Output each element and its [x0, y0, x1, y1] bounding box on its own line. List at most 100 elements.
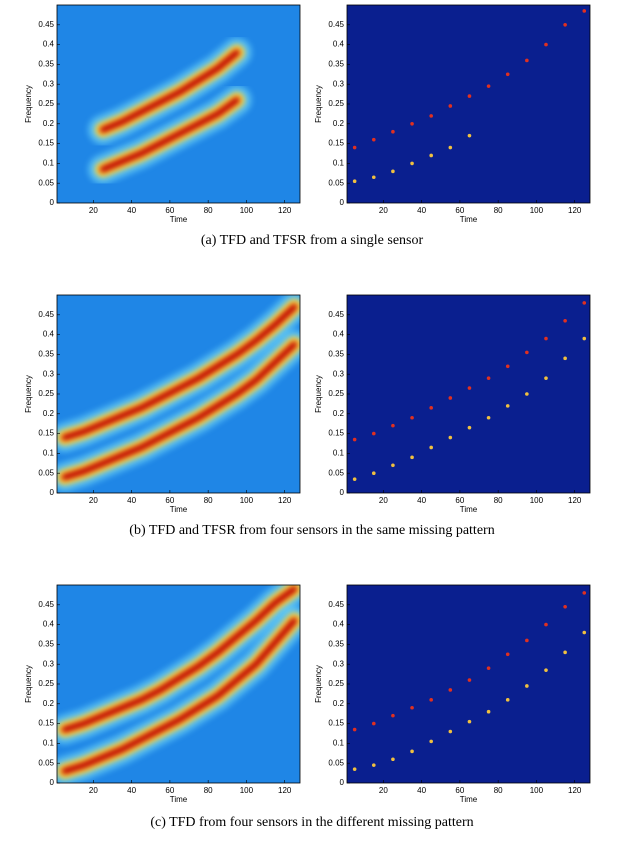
y-tick-label: 0.35 [328, 350, 344, 359]
ridge-point [429, 698, 433, 702]
y-tick-label: 0.05 [38, 758, 54, 767]
y-tick-label: 0.3 [43, 369, 55, 378]
x-tick-label: 20 [379, 496, 388, 505]
x-tick-label: 60 [165, 496, 174, 505]
ridge-point [429, 153, 433, 158]
y-tick-label: 0.05 [38, 468, 54, 477]
plot-background [347, 585, 590, 783]
y-axis-label: Frequency [24, 85, 33, 123]
ridge-point [410, 161, 414, 166]
x-tick-label: 100 [530, 206, 544, 215]
x-axis-label: Time [170, 215, 188, 224]
ridge-point [563, 356, 567, 361]
ridge-point [505, 652, 510, 657]
ridge-point [352, 477, 357, 481]
y-tick-label: 0.2 [43, 699, 55, 708]
ridge-point [486, 415, 491, 420]
x-axis-label: Time [170, 505, 188, 514]
y-tick-label: 0.1 [43, 449, 55, 458]
x-tick-label: 100 [240, 786, 254, 795]
x-tick-label: 120 [278, 496, 292, 505]
x-tick-label: 80 [204, 496, 213, 505]
panel: 20 40 60 80 100 120 0 0.05 0.1 0.15 0.2 0.25 0.3 0.35… [314, 294, 591, 514]
ridge-point [410, 122, 414, 126]
plot-background [347, 295, 590, 493]
x-tick-label: 80 [204, 206, 213, 215]
ridge-point [352, 437, 357, 442]
x-tick-label: 120 [568, 206, 582, 215]
ridge-point [429, 445, 433, 450]
x-axis-label: Time [170, 795, 188, 804]
ridge-point [410, 415, 414, 420]
ridge [99, 49, 241, 134]
y-tick-label: 0.4 [43, 40, 55, 49]
y-tick-label: 0.2 [43, 409, 55, 418]
y-tick-label: 0.15 [328, 429, 344, 438]
y-tick-label: 0.25 [328, 679, 344, 688]
x-tick-label: 60 [165, 206, 174, 215]
y-tick-label: 0.45 [38, 20, 54, 29]
plot-area [57, 585, 300, 783]
ridge-point [410, 705, 414, 710]
ridge-point [544, 668, 548, 672]
ridge-point [467, 133, 472, 138]
ridge-point [486, 84, 491, 88]
y-tick-label: 0.25 [38, 389, 54, 398]
ridge-point [582, 591, 587, 595]
y-tick-label: 0.2 [43, 119, 55, 128]
y-tick-label: 0.3 [43, 659, 55, 668]
y-tick-label: 0 [340, 778, 345, 787]
y-tick-label: 0.35 [38, 640, 54, 649]
y-tick-label: 0.1 [333, 739, 345, 748]
y-axis-label: Frequency [314, 85, 323, 123]
ridge-point [525, 350, 529, 355]
ridge-point [563, 604, 567, 609]
ridge-point [391, 757, 395, 762]
y-tick-label: 0.3 [333, 659, 345, 668]
y-tick-label: 0.15 [328, 719, 344, 728]
x-tick-label: 80 [494, 206, 503, 215]
ridge-point [352, 727, 357, 732]
ridge-point [582, 630, 587, 635]
plot-area [87, 37, 252, 185]
y-tick-label: 0.2 [333, 699, 345, 708]
ridge-point [486, 709, 491, 714]
x-tick-label: 60 [455, 206, 464, 215]
ridge-point [505, 72, 510, 77]
y-tick-label: 0.1 [43, 739, 55, 748]
ridge-point [448, 104, 453, 108]
y-tick-label: 0 [50, 488, 55, 497]
plot-background [347, 5, 590, 203]
x-tick-label: 40 [417, 206, 426, 215]
x-tick-label: 40 [417, 496, 426, 505]
y-tick-label: 0 [50, 778, 55, 787]
ridge [61, 617, 298, 775]
panel: 20 40 60 80 100 120 0 0.05 0.1 0.15 0.2 0.25 0.3 0.35… [314, 584, 591, 804]
plot-area [352, 9, 587, 184]
ridge-point [467, 719, 472, 724]
x-tick-label: 20 [379, 206, 388, 215]
y-tick-label: 0 [50, 198, 55, 207]
y-axis-label: Frequency [24, 665, 33, 703]
y-tick-label: 0.25 [328, 99, 344, 108]
caption: (c) TFD from four sensors in the differe… [150, 815, 473, 830]
panel: 20 40 60 80 100 120 0 0.05 0.1 0.15 0.2 0.25 0.3 0.35… [314, 4, 591, 224]
x-tick-label: 120 [568, 786, 582, 795]
x-axis-label: Time [460, 505, 478, 514]
ridge-point [352, 145, 357, 150]
x-tick-label: 20 [379, 786, 388, 795]
x-tick-label: 20 [89, 206, 98, 215]
ridge-point [448, 435, 453, 440]
panel: 20 40 60 80 100 120 0 0.05 0.1 0.15 0.2 0.25 0.3 0.35… [24, 584, 301, 804]
x-tick-label: 60 [165, 786, 174, 795]
x-axis-label: Time [460, 795, 478, 804]
x-tick-label: 20 [89, 786, 98, 795]
x-tick-label: 120 [278, 206, 292, 215]
panel: 20 40 60 80 100 120 0 0.05 0.1 0.15 0.2 0.25 0.3 0.35… [24, 294, 301, 514]
y-tick-label: 0.2 [333, 409, 345, 418]
ridge-point [371, 471, 376, 476]
caption: (a) TFD and TFSR from a single sensor [201, 233, 424, 248]
y-tick-label: 0.1 [333, 159, 345, 168]
x-tick-label: 80 [494, 496, 503, 505]
